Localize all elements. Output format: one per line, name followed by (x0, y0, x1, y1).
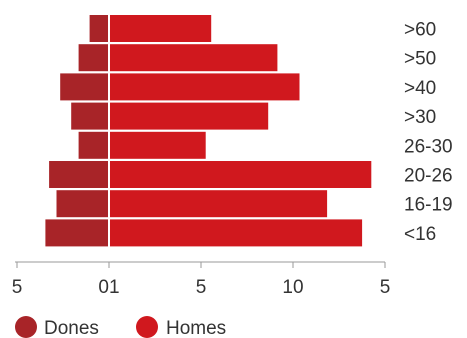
bar-homes-3 (110, 102, 269, 130)
category-label-2: >40 (404, 78, 436, 99)
category-label-5: 20-26 (404, 166, 453, 187)
category-label-6: 16-19 (404, 195, 453, 216)
x-axis-ticks: 5 01 5 10 5 (12, 262, 391, 298)
bar-homes-4 (110, 131, 206, 159)
x-tick-label-2: 5 (196, 277, 207, 298)
category-label-7: <16 (404, 224, 436, 245)
category-label-3: >30 (404, 107, 436, 128)
bar-homes-7 (110, 219, 363, 247)
bar-dones-1 (78, 44, 108, 72)
x-tick-label-1: 01 (98, 277, 119, 298)
x-tick-label-4: 5 (380, 277, 391, 298)
legend-item-dones: Dones (15, 316, 99, 338)
legend-label-dones: Dones (44, 318, 99, 338)
legend-label-homes: Homes (166, 318, 226, 338)
category-label-4: 26-30 (404, 136, 453, 157)
bar-homes-5 (110, 161, 372, 188)
x-axis: 5 01 5 10 5 (12, 261, 391, 298)
bar-homes-1 (110, 44, 278, 72)
bar-homes-6 (110, 190, 328, 218)
legend-swatch-dones (15, 316, 37, 338)
bar-dones-6 (56, 190, 108, 218)
series-dones-bars (45, 15, 108, 247)
legend-swatch-homes (136, 316, 158, 338)
category-label-0: >60 (404, 20, 436, 41)
bar-dones-7 (45, 219, 108, 247)
legend-item-homes: Homes (136, 316, 226, 338)
legend: Dones Homes (15, 316, 226, 338)
category-label-1: >50 (404, 49, 436, 70)
bar-dones-0 (89, 15, 108, 42)
bar-dones-3 (71, 102, 108, 130)
series-homes-bars (110, 15, 372, 247)
x-tick-label-3: 10 (282, 277, 303, 298)
bar-homes-0 (110, 15, 212, 42)
bar-dones-5 (49, 161, 108, 188)
bar-dones-4 (78, 131, 108, 159)
bar-dones-2 (60, 73, 108, 101)
bar-homes-2 (110, 73, 300, 101)
x-tick-label-0: 5 (12, 277, 23, 298)
category-labels: >60 >50 >40 >30 26-30 20-26 16-19 <16 (404, 20, 453, 245)
